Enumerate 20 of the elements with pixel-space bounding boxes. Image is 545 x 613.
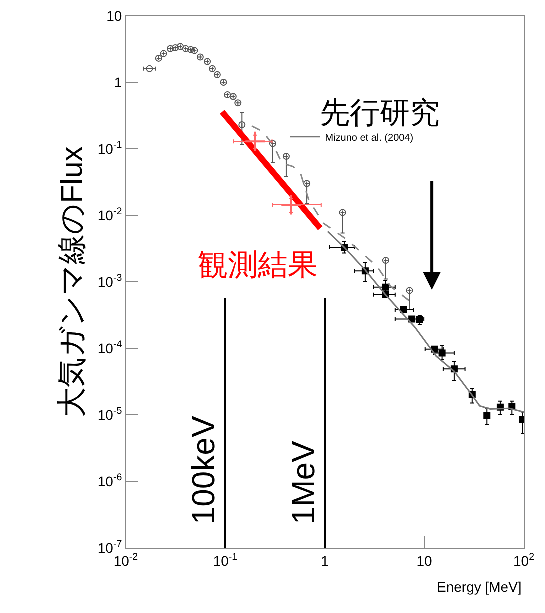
y-axis-title: 大気ガンマ線のFlux — [56, 146, 89, 418]
ref-line-label: 100keV — [185, 416, 222, 525]
ref-line-label: 1MeV — [285, 440, 322, 525]
x-tick-label: 10 — [416, 552, 432, 569]
x-tick-label: 1 — [321, 552, 330, 569]
y-tick-label: 10$^{-1}$ — [98, 140, 122, 157]
x-axis-title: Energy [MeV] — [437, 579, 522, 595]
legend-label: Mizuno et al. (2004) — [325, 132, 414, 144]
x-tick-label: 10$^{2}$ — [513, 552, 535, 569]
y-tick-label: 10$^{-5}$ — [98, 406, 123, 423]
x-tick-label: 10$^{-1}$ — [213, 552, 238, 569]
y-tick-label: 10$^{-6}$ — [98, 472, 123, 490]
y-tick-label: 10 — [106, 8, 122, 24]
y-tick-label: 10$^{-3}$ — [98, 273, 123, 290]
series-label: 観測結果 — [198, 249, 318, 282]
annotation: 先行研究 — [320, 97, 440, 130]
y-tick-label: 1 — [114, 74, 122, 90]
y-tick-label: 10$^{-2}$ — [98, 206, 122, 224]
y-tick-label: 10$^{-4}$ — [98, 340, 123, 356]
y-tick-label: 10$^{-7}$ — [98, 539, 122, 556]
